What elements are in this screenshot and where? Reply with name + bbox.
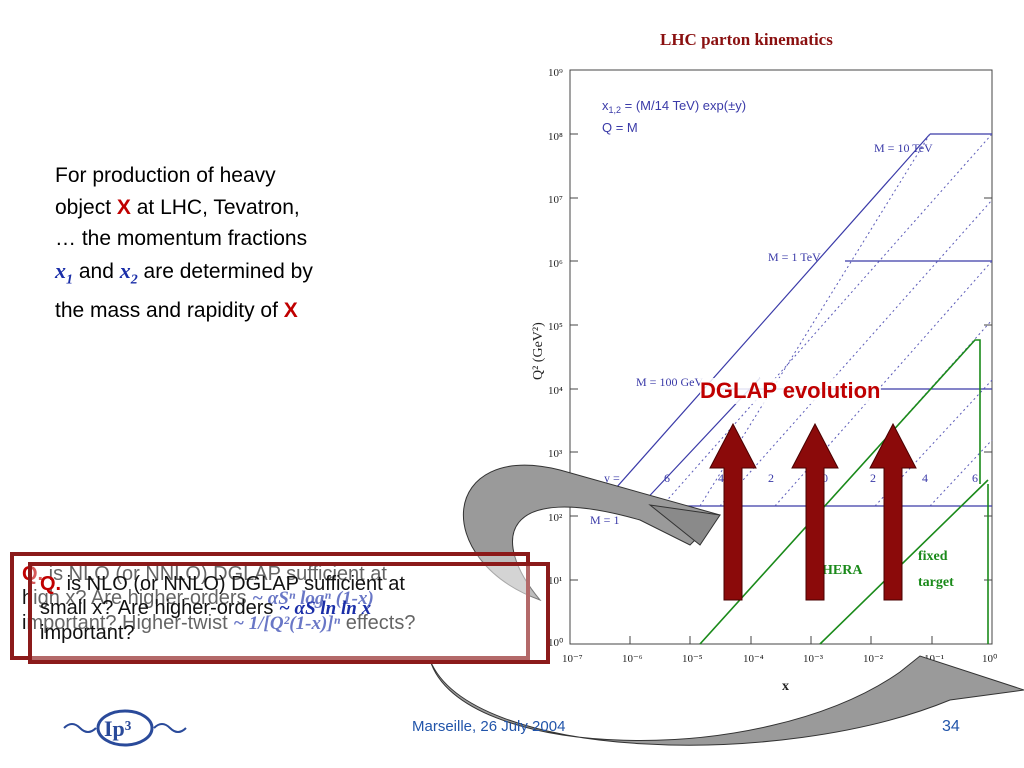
hera-label: HERA (822, 563, 863, 578)
mass-label: M = 100 GeV (636, 375, 703, 389)
m-10tev-left (599, 133, 931, 507)
rapidity-label: 4 (922, 471, 928, 485)
x-tick-label: 10⁻³ (803, 653, 824, 665)
intro-and: and (73, 259, 120, 283)
x-axis-label: x (782, 679, 789, 694)
x-tick-label: 10⁻⁷ (562, 653, 583, 665)
legend-line-2: Q = M (602, 120, 638, 135)
y-tick-labels: 10⁹ 10⁸ 10⁷ 10⁶ 10⁵ 10⁴ 10³ 10² 10¹ 10⁰ (548, 67, 564, 649)
intro-line-3: … the momentum fractions (55, 227, 308, 250)
small-x-formula: ~ αS ln ln x (278, 598, 372, 619)
x-tick-label: 10⁻² (863, 653, 884, 665)
x-tick-labels: 10⁻⁷ 10⁻⁶ 10⁻⁵ 10⁻⁴ 10⁻³ 10⁻² 10⁻¹ 10⁰ (562, 653, 998, 665)
x-tick-label: 10⁻⁶ (622, 653, 643, 665)
intro-line-2a: object (55, 195, 117, 219)
region-labels: HERA fixed target (822, 549, 954, 590)
dglap-evolution-label: DGLAP evolution (700, 378, 881, 404)
fixed-target-boundary (819, 479, 989, 645)
higher-twist-formula: ~ 1/[Q²(1-x)]ⁿ (233, 613, 341, 634)
question-small-x-line-3: important? (40, 622, 135, 644)
x2-var: x2 (119, 257, 138, 287)
intro-text: For production of heavy object X at LHC,… (55, 160, 415, 327)
x-tick-label: 10⁰ (982, 653, 998, 665)
y-tick-label: 10⁹ (548, 67, 563, 79)
rapidity-labels: y = 6 4 2 0 2 4 6 (604, 471, 978, 485)
question-high-x-line-3: important? Higher-twist (22, 612, 234, 634)
dglap-arrow-3 (869, 422, 917, 601)
intro-line-2b: at LHC, Tevatron, (130, 195, 300, 219)
intro-line-1: For production of heavy (55, 164, 276, 187)
curved-arrows (429, 464, 1024, 746)
y-tick-label: 10⁴ (548, 385, 563, 397)
y-tick-label: 10¹ (548, 575, 562, 587)
x1-var: x1 (55, 257, 73, 287)
heavy-object-x-2: X (283, 299, 298, 323)
rapidity-label: 0 (822, 471, 828, 485)
question-label: Q. (40, 573, 62, 595)
slide-number: 34 (942, 718, 960, 735)
mass-labels: M = 10 TeV M = 1 TeV M = 100 GeV M = 1 (590, 141, 933, 527)
dglap-arrows (709, 422, 917, 601)
rapidity-label: 2 (768, 471, 774, 485)
question-label: Q. (22, 563, 44, 585)
intro-line-2: object X at LHC, Tevatron, (55, 192, 415, 224)
y-tick-label: 10³ (548, 448, 563, 460)
hera-region (699, 339, 989, 645)
dglap-arrow-1 (709, 422, 757, 601)
curved-arrow-upper (462, 464, 721, 602)
y-tick-label: 10⁰ (548, 637, 564, 649)
legend-line-1: x1,2 = (M/14 TeV) exp(±y) (602, 98, 746, 115)
question-high-x-line-2: high x? Are higher-orders (22, 587, 253, 609)
question-box-small-x: Q. is NLO (or NNLO) DGLAP sufficient at … (28, 562, 550, 664)
dglap-arrow-2 (791, 422, 839, 601)
question-small-x-line-1: is NLO (or NNLO) DGLAP sufficient at (61, 573, 405, 595)
mass-label: M = 10 TeV (874, 141, 933, 155)
fixed-target-label-1: fixed (918, 549, 948, 564)
x-tick-label: 10⁻⁴ (743, 653, 764, 665)
y-tick-label: 10⁵ (548, 321, 563, 333)
svg-text:Ip³: Ip³ (104, 716, 132, 741)
question-high-x-text: Q. is NLO (or NNLO) DGLAP sufficient at … (14, 556, 526, 642)
y-tick-label: 10⁶ (548, 258, 563, 270)
rapidity-label: 2 (870, 471, 876, 485)
question-small-x-line-2: small x? Are higher-orders (40, 597, 279, 619)
question-small-x-text: Q. is NLO (or NNLO) DGLAP sufficient at … (32, 566, 546, 651)
mass-label: M = 1 TeV (768, 250, 821, 264)
plot-legend: x1,2 = (M/14 TeV) exp(±y) Q = M (602, 98, 746, 135)
footer-date: Marseille, 26 July 2004 (412, 718, 566, 735)
rapidity-prefix: y = (604, 471, 620, 485)
y-tick-label: 10⁸ (548, 131, 563, 143)
hera-boundary (699, 339, 981, 645)
plot-frame (569, 69, 993, 645)
question-high-x-line-1: is NLO (or NNLO) DGLAP sufficient at (43, 563, 387, 585)
x-tick-marks (629, 636, 933, 644)
question-box-high-x: Q. is NLO (or NNLO) DGLAP sufficient at … (10, 552, 530, 660)
ip3-logo: Ip³ (63, 709, 187, 747)
x-tick-label: 10⁻⁵ (682, 653, 703, 665)
heavy-object-x: X (116, 195, 131, 219)
fixed-target-label-2: target (918, 575, 954, 590)
high-x-formula: ~ αSⁿ logⁿ (1-x) (252, 588, 374, 609)
y-tick-label: 10² (548, 512, 563, 524)
mass-lines (599, 133, 992, 507)
plot-title: LHC parton kinematics (660, 30, 833, 49)
y-axis-label: Q² (GeV²) (531, 322, 546, 380)
y-tick-label: 10⁷ (548, 194, 563, 206)
rapidity-label: 6 (664, 471, 670, 485)
intro-line-4: x1 and x2 are determined by (55, 255, 415, 296)
rapidity-label: 6 (972, 471, 978, 485)
question-high-x-line-4: effects? (340, 612, 416, 634)
intro-line-4b: are determined by (137, 259, 313, 283)
curved-arrow-lower (429, 655, 1024, 746)
intro-line-5a: the mass and rapidity of (55, 299, 284, 323)
intro-line-5: the mass and rapidity of X (55, 295, 415, 327)
mass-label: M = 1 (590, 513, 619, 527)
rapidity-label: 4 (718, 471, 724, 485)
